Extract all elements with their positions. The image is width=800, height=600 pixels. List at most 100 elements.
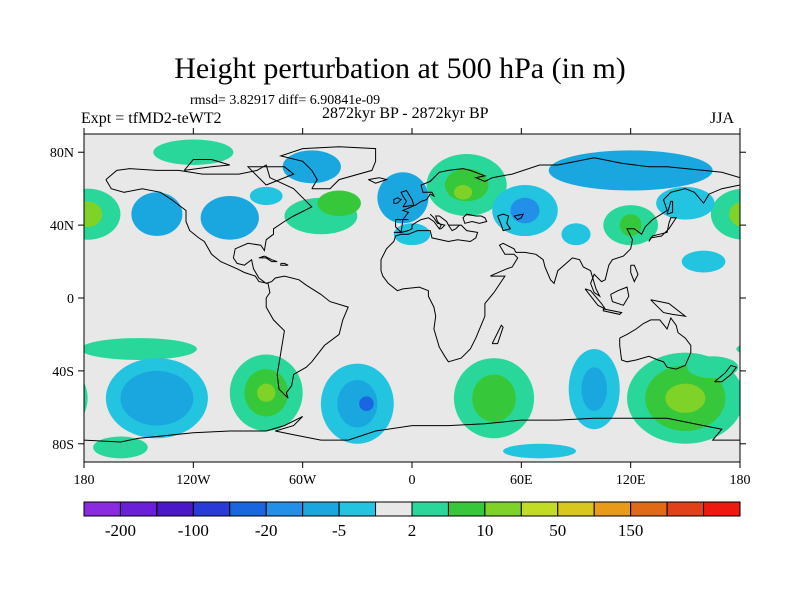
anomaly-pos-20 [619,214,642,237]
anomaly-pos-37 [665,383,706,413]
coastline-25 [513,213,525,221]
coastline-12 [602,308,623,315]
coastline-24 [497,213,512,232]
coastline-21 [429,213,446,230]
colorbar-box [338,501,377,517]
anomaly-wrap-22 [736,345,740,353]
lat-tick-label: 0 [67,292,74,307]
colorbar-box [119,501,158,517]
lat-tick-label: 40N [50,219,74,234]
anomaly-neg-17 [548,150,713,191]
colorbar-box [156,501,194,517]
coastline-26 [666,200,674,215]
anomaly-neg-10 [393,223,431,246]
coastline-5 [400,189,415,208]
colorbar-box [302,501,340,517]
colorbar-box [229,501,267,517]
colorbar-box [265,501,304,517]
colorbar-box [703,501,741,517]
experiment-label: Expt = tfMD2-teWT2 [81,110,222,127]
lon-tick-label: 180 [74,473,95,488]
anomaly-neg-15 [510,197,540,224]
anomaly-neg-5 [282,150,341,184]
colorbar-box [83,501,121,517]
coastline-18 [280,262,289,266]
anomaly-wrap-35 [84,382,88,415]
anomaly-neg-24 [120,370,194,426]
coastline-10 [648,217,678,242]
coastline-7 [491,324,504,345]
lon-tick-label: 180 [730,473,751,488]
anomaly-wrap-1 [729,201,740,227]
anomaly-pos-27 [257,383,276,402]
period-label: 2872kyr BP - 2872kyr BP [322,105,489,122]
coastline-20 [183,159,230,171]
map-axes: 80N 40N 0 40S 80S 180 120W 60W 0 60E 120E 180 [50,128,751,488]
colorbar-label: -100 [178,521,209,540]
statistics-line: rmsd= 3.82917 diff= 6.90841e-09 [190,93,381,108]
colorbar-label: -20 [255,521,278,540]
anomaly-pos-22 [84,338,197,360]
anomaly-pos-8 [317,190,361,216]
anomaly-neg-40 [503,443,576,459]
season-label: JJA [710,110,735,127]
coastline-19 [246,166,295,186]
anomaly-neg-6 [249,186,283,206]
anomaly-neg-34 [581,367,607,411]
coastline-0 [105,164,349,399]
coastline-14 [650,299,688,317]
anomaly-neg-29 [337,380,378,428]
lon-tick-label: 120W [176,473,211,488]
anomaly-neg-18 [656,186,715,220]
anomaly-neg-9 [377,172,429,224]
lon-tick-label: 60E [510,473,533,488]
colorbar: -200 -100 -20 -5 2 10 50 150 [83,501,741,540]
colorbar-label: 50 [549,521,566,540]
coastlines [84,146,740,443]
lat-tick-label: 80N [50,146,74,161]
coastline-4 [380,184,740,363]
anomaly-neg-16 [561,223,591,246]
anomaly-neg-21 [681,250,726,273]
anomaly-wrap-0 [710,188,740,240]
coastline-1 [279,146,377,190]
colorbar-box [192,501,231,517]
colorbar-box [520,501,559,517]
colorbar-box [593,501,632,517]
anomaly-neg-4 [200,195,259,240]
anomaly-pos-32 [472,374,516,422]
anomaly-contours [84,139,740,459]
coastline-11 [584,288,607,311]
colorbar-box [375,501,413,517]
anomaly-pos-3 [153,139,234,165]
colorbar-box [484,501,522,517]
lon-tick-label: 60W [289,473,317,488]
colorbar-box [557,501,595,517]
colorbar-box [411,501,449,517]
colorbar-label: 2 [408,521,417,540]
colorbar-box [630,501,668,517]
coastline-8 [619,316,692,370]
colorbar-box [666,501,705,517]
colorbar-label: 10 [476,521,493,540]
lat-tick-label: 40S [52,365,74,380]
lon-tick-label: 0 [409,473,416,488]
colorbar-label: -5 [332,521,346,540]
coastline-23 [462,213,488,224]
coastline-3 [393,157,740,233]
map-title: Height perturbation at 500 hPa (in m) [174,52,626,85]
anomaly-neg-2 [131,192,183,237]
coastline-13 [610,286,630,306]
coastline-2 [368,177,389,184]
anomaly-pos-13 [453,185,473,200]
coastline-6 [393,197,402,204]
coastline-22 [447,224,460,232]
anomaly-pos-1 [84,201,103,227]
lon-tick-label: 120E [616,473,646,488]
anomaly-pos-39 [93,436,148,459]
coastline-15 [630,264,639,283]
anomaly-neg-30 [359,396,374,411]
colorbar-label: -200 [105,521,136,540]
coastline-17 [258,255,278,263]
